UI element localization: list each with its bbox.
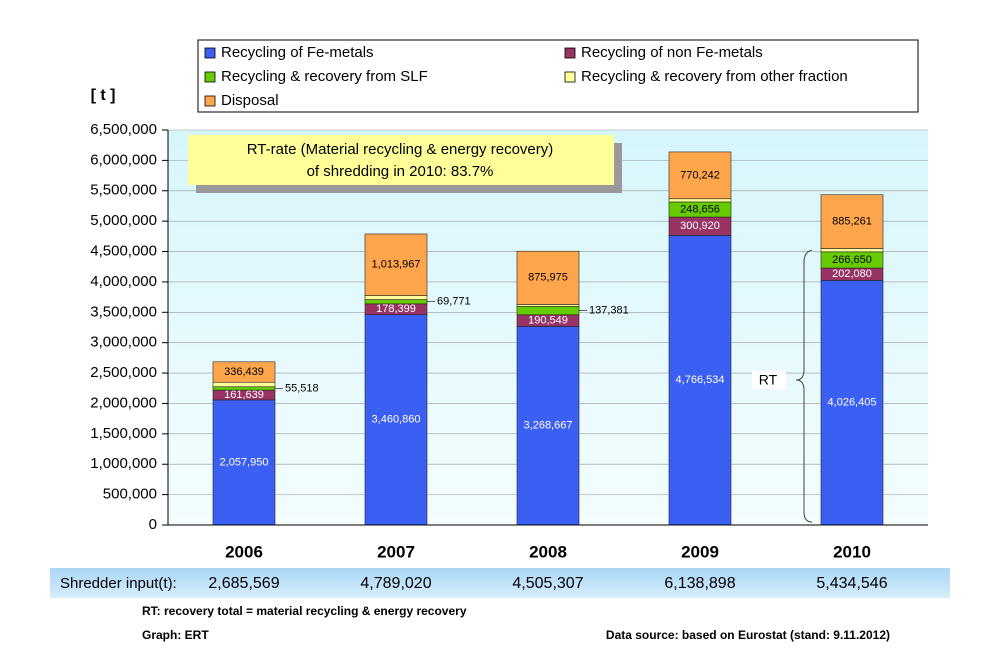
bars: 2,057,950 161,639 55,518 336,439 2006 3,460,8…: [212, 151, 884, 561]
bar-segment: [364, 314, 428, 526]
data-label: 3,460,860: [372, 414, 421, 426]
data-label: 2,057,950: [220, 456, 269, 468]
data-label: 3,268,667: [524, 420, 573, 432]
y-tick-label: 6,500,000: [90, 121, 157, 138]
rt-label: RT: [759, 372, 778, 388]
y-tick-label: 500,000: [103, 486, 157, 503]
bar-segment: [212, 399, 276, 526]
data-label: 770,242: [680, 169, 720, 181]
legend-label: Disposal: [221, 92, 279, 109]
y-tick-label: 3,000,000: [90, 334, 157, 351]
legend-swatch: [204, 95, 216, 107]
y-tick-label: 0: [149, 516, 157, 533]
bar-segment: [820, 248, 884, 253]
legend-swatch: [204, 71, 216, 83]
y-tick-label: 2,000,000: [90, 394, 157, 411]
footnote: RT: recovery total = material recycling …: [142, 604, 467, 618]
data-label: 1,013,967: [372, 259, 421, 271]
bar-segment: [668, 235, 732, 526]
data-label: 875,975: [528, 272, 568, 284]
footnote: Graph: ERT: [142, 628, 209, 642]
annotation-line: of shredding in 2010: 83.7%: [307, 163, 494, 180]
bar-segment: [212, 361, 276, 383]
legend-label: Recycling & recovery from SLF: [221, 68, 428, 85]
legend: [197, 39, 919, 113]
x-tick-label: 2009: [681, 542, 719, 561]
bar-segment: [212, 386, 276, 391]
bar-segment: [364, 295, 428, 300]
bar-segment: [668, 198, 732, 203]
y-tick-label: 1,000,000: [90, 455, 157, 472]
legend-label: Recycling of Fe-metals: [221, 44, 374, 61]
data-label: 248,656: [680, 203, 720, 215]
data-label: 190,549: [528, 314, 568, 326]
y-tick-label: 2,500,000: [90, 364, 157, 381]
shredder-label: Shredder input(t):: [60, 575, 177, 592]
data-label: 137,381: [589, 305, 629, 317]
legend-label: Recycling & recovery from other fraction: [581, 68, 848, 85]
bar-segment: [668, 151, 732, 200]
shredder-cell: 5,434,546: [816, 575, 887, 592]
legend-swatch: [564, 71, 576, 83]
annotation-box: [188, 135, 614, 185]
data-label: 69,771: [437, 296, 471, 308]
data-label: 4,766,534: [676, 374, 725, 386]
x-tick-label: 2006: [225, 542, 263, 561]
bar-segment: [516, 250, 580, 305]
shredder-row: [50, 568, 950, 598]
y-tick-label: 5,000,000: [90, 212, 157, 229]
legend-swatch: [204, 47, 216, 59]
data-label: 55,518: [285, 382, 319, 394]
bar-segment: [820, 194, 884, 249]
y-tick-label: 1,500,000: [90, 425, 157, 442]
legend-entries: Recycling of Fe-metals Recycling of non F…: [204, 44, 848, 109]
bar-segment: [212, 381, 276, 388]
bar-segment: [820, 280, 884, 526]
bar-segment: [516, 306, 580, 316]
x-tick-label: 2008: [529, 542, 567, 561]
shredder-cell: 4,789,020: [360, 575, 431, 592]
x-tick-label: 2007: [377, 542, 415, 561]
shredder-cell: 2,685,569: [208, 575, 279, 592]
data-label: 300,920: [680, 220, 720, 232]
rt-brace: [795, 249, 813, 523]
legend-label: Recycling of non Fe-metals: [581, 44, 763, 61]
bar-segment: [364, 299, 428, 305]
x-tick-label: 2010: [833, 542, 871, 561]
y-axis-label: [ t ]: [91, 87, 116, 104]
data-label: 161,639: [224, 389, 264, 401]
bar-segment: [364, 233, 428, 296]
y-tick-label: 5,500,000: [90, 182, 157, 199]
data-label: 266,650: [832, 254, 872, 266]
y-tick-label: 6,000,000: [90, 151, 157, 168]
shredder-cell: 4,505,307: [512, 575, 583, 592]
data-label: 202,080: [832, 268, 872, 280]
data-label: 336,439: [224, 366, 264, 378]
bar-segment: [516, 326, 580, 526]
data-label: 885,261: [832, 216, 872, 228]
shredder-cell: 6,138,898: [664, 575, 735, 592]
footnote: Data source: based on Eurostat (stand: 9…: [606, 628, 890, 642]
y-tick-label: 4,000,000: [90, 273, 157, 290]
legend-swatch: [564, 47, 576, 59]
y-tick-label: 4,500,000: [90, 243, 157, 260]
shredder-cells: 2,685,569 4,789,020 4,505,307 6,138,898 5,43…: [208, 575, 887, 592]
annotation-line: RT-rate (Material recycling & energy rec…: [247, 141, 554, 158]
data-label: 4,026,405: [828, 397, 877, 409]
data-label: 178,399: [376, 303, 416, 315]
y-tick-label: 3,500,000: [90, 303, 157, 320]
rt-label-bg: [752, 371, 786, 389]
